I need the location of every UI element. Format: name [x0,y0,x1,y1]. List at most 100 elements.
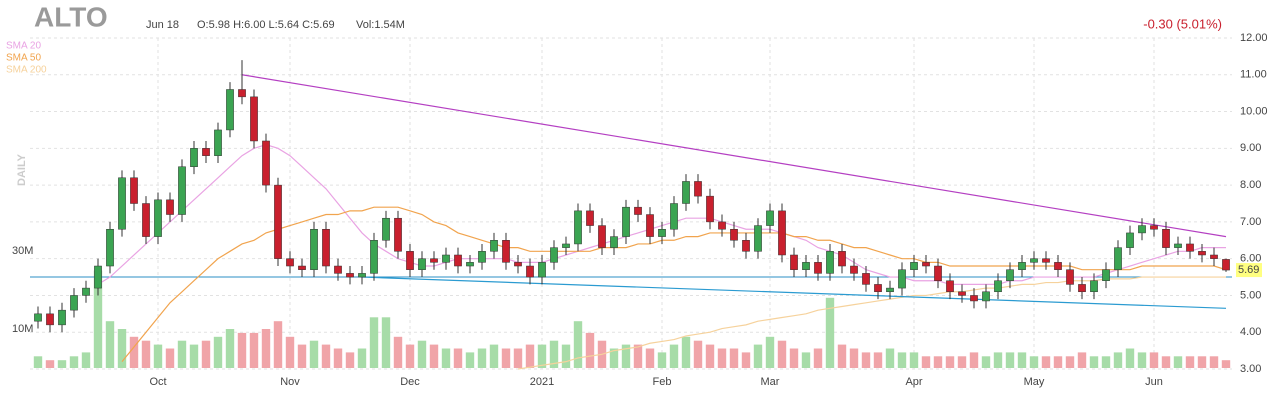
volume-bar [921,356,931,368]
volume-bar [1173,356,1183,368]
volume-bar [69,356,79,368]
volume-bar [789,348,799,368]
candle-body [430,258,438,263]
volume-bar [201,340,211,368]
volume-bar [1077,352,1087,368]
candle-body [82,287,90,296]
volume-bar [525,344,535,368]
candle-body [742,240,750,252]
candle-body [574,210,582,245]
ticker: ALTO [34,1,108,32]
candle-body [478,251,486,263]
candle-body [970,295,978,302]
volume-bar [117,329,127,368]
candle-body [706,195,714,223]
volume-bar [213,336,223,368]
candle-body [682,181,690,204]
candle-body [310,228,318,270]
volume-bar [453,348,463,368]
candle-body [214,129,222,156]
y-tick-label: 12.00 [1240,32,1268,44]
candle-body [958,291,966,296]
candle-body [826,251,834,274]
x-tick-label: Nov [280,376,300,388]
candle-body [1210,254,1218,259]
volume-bar [141,340,151,368]
candle-body [934,265,942,281]
volume-bar [1101,356,1111,368]
volume-bar [297,344,307,368]
date: Jun 18 [146,19,179,31]
trendline [241,74,1227,238]
volume-bar [165,348,175,368]
candle-body [1054,262,1062,270]
candle-body [442,254,450,263]
volume-bar [333,348,343,368]
y-tick-label: 7.00 [1240,216,1261,228]
candle-body [982,291,990,302]
x-tick-label: Jun [1145,376,1163,388]
legend-entry: SMA 20 [6,41,41,52]
candle-body [634,206,642,215]
volume-bar [489,344,499,368]
volume-bar [837,344,847,368]
volume-text: Vol:1.54M [356,19,405,31]
volume-bar [549,340,559,368]
x-tick-label: May [1024,376,1045,388]
volume-bar [669,344,679,368]
volume-bar [561,344,571,368]
candle-body [1198,251,1206,256]
x-tick-label: Oct [149,376,166,388]
candle-body [874,284,882,293]
volume-bar [1005,352,1015,368]
volume-tick-label: 10M [12,323,33,335]
volume-bar [753,344,763,368]
volume-bar [1137,352,1147,368]
volume-bar [573,321,583,368]
candle-body [202,148,210,156]
candle-body [226,89,234,131]
volume-bar [153,344,163,368]
volume-bar [81,352,91,368]
candle-body [454,254,462,267]
legend-entry: SMA 200 [6,65,47,76]
volume-bar [729,348,739,368]
candle-body [514,262,522,267]
candle-body [334,265,342,274]
volume-bar [1161,356,1171,368]
volume-bar [981,356,991,368]
candle-body [1078,284,1086,293]
candle-body [1018,262,1026,270]
volume-bar [813,348,823,368]
volume-bar [417,340,427,368]
volume-bar [1041,356,1051,368]
period-label: DAILY [16,153,28,186]
candle-body [286,258,294,267]
candle-body [106,228,114,267]
volume-bar [477,348,487,368]
volume-bar [1017,352,1027,368]
candle-body [790,254,798,270]
volume-bar [1053,356,1063,368]
candle-body [670,203,678,230]
volume-bar [177,340,187,368]
volume-bar [1029,356,1039,368]
y-tick-label: 10.00 [1240,105,1268,117]
candle-body [1150,225,1158,230]
candle-body [802,262,810,270]
candle-body [1222,259,1230,271]
volume-bar [465,352,475,368]
volume-bar [1221,360,1231,368]
y-tick-label: 4.00 [1240,326,1261,338]
candle-body [490,240,498,252]
volume-bar [849,348,859,368]
candle-body [262,140,270,186]
candle-body [190,148,198,167]
candle-body [370,240,378,274]
volume-bar [57,360,67,368]
volume-bar [501,348,511,368]
y-tick-label: 11.00 [1240,69,1267,81]
volume-bar [621,344,631,368]
candle-body [1114,247,1122,270]
